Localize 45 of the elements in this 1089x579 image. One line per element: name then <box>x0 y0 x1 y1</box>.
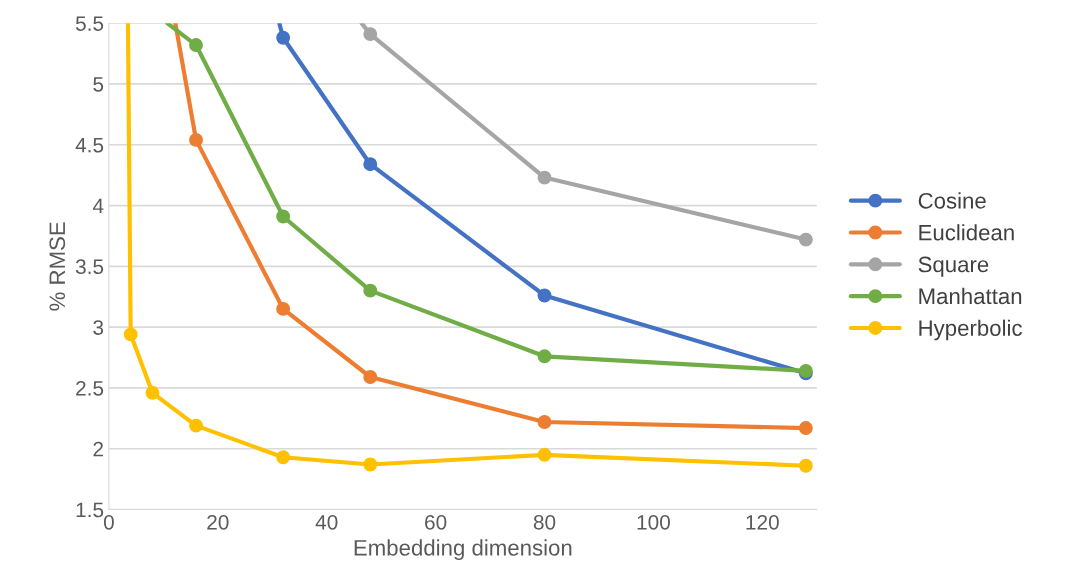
x-axis-title: Embedding dimension <box>354 539 572 561</box>
x-tick-label: 40 <box>315 514 338 530</box>
point <box>276 301 291 316</box>
y-tick-label: 3.5 <box>75 259 104 275</box>
point <box>363 370 378 384</box>
y-tick-label: 2 <box>93 441 103 457</box>
point <box>363 27 378 42</box>
point <box>798 421 813 435</box>
legend-label: Euclidean <box>919 224 1014 241</box>
point <box>537 447 552 462</box>
point <box>537 170 552 185</box>
x-tick-label: 20 <box>207 514 229 530</box>
y-tick-label: 3 <box>93 320 104 335</box>
point <box>363 157 378 172</box>
point <box>276 30 291 45</box>
point <box>363 283 378 298</box>
point <box>537 415 552 429</box>
y-tick-label: 4 <box>92 198 104 214</box>
point <box>537 349 552 364</box>
y-tick-label: 5 <box>93 77 104 92</box>
point <box>189 38 203 52</box>
point <box>276 450 291 465</box>
point <box>189 132 203 147</box>
legend-label: Manhattan <box>919 287 1022 305</box>
x-tick-label: 80 <box>533 514 556 530</box>
point <box>537 288 552 303</box>
x-tick-label: 60 <box>425 514 447 530</box>
point <box>189 418 203 433</box>
y-tick-label: 4.5 <box>75 137 104 153</box>
y-tick-label: 5.5 <box>75 16 104 31</box>
point <box>798 458 813 473</box>
legend-label: Square <box>918 256 989 277</box>
point <box>363 457 378 472</box>
point <box>123 327 138 342</box>
x-tick-label: 0 <box>103 514 114 530</box>
y-tick-label: 1.5 <box>76 502 104 518</box>
legend-label: Cosine <box>918 192 986 209</box>
x-tick-label: 120 <box>746 514 779 530</box>
x-tick-label: 100 <box>637 514 670 530</box>
y-axis-title: % RMSE <box>49 222 66 311</box>
y-tick-label: 2.5 <box>76 380 104 396</box>
point <box>145 385 160 400</box>
point <box>276 209 291 224</box>
legend-label: Hyperbolic <box>919 319 1022 341</box>
point <box>798 232 813 247</box>
